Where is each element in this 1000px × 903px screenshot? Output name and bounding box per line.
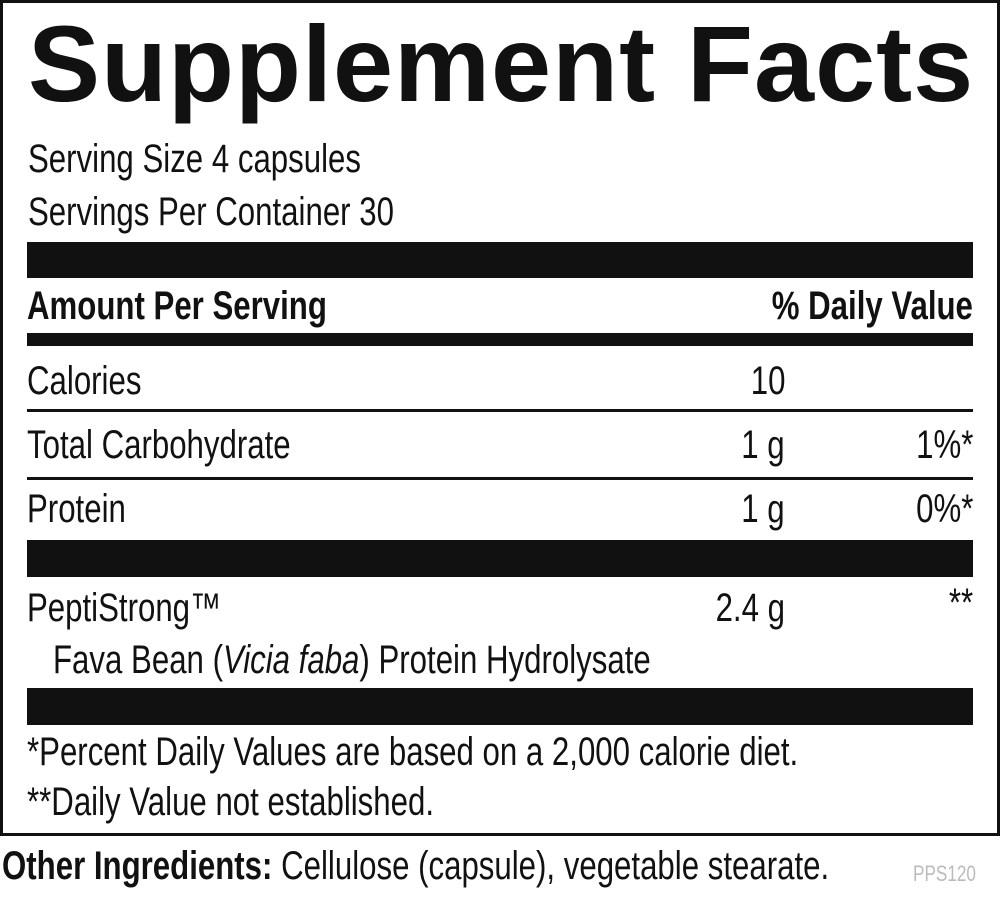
divider-medium	[27, 333, 973, 346]
ingredient-daily-value: **	[948, 581, 973, 625]
daily-value-header: % Daily Value	[771, 284, 973, 328]
ingredient-amount: 2.4 g	[715, 586, 785, 630]
amount-per-serving-header: Amount Per Serving	[27, 284, 327, 328]
other-ingredients-text: Cellulose (capsule), vegetable stearate.	[272, 844, 830, 888]
divider-thin	[27, 409, 973, 412]
divider-thick	[27, 688, 973, 725]
source-suffix: ) Protein Hydrolysate	[359, 638, 651, 682]
footnote: **Daily Value not established.	[27, 780, 435, 824]
other-ingredients: Other Ingredients: Cellulose (capsule), …	[2, 843, 829, 889]
row-name: Calories	[27, 359, 142, 403]
divider-thin	[27, 477, 973, 480]
servings-per-container: Servings Per Container 30	[28, 190, 394, 234]
other-ingredients-label: Other Ingredients:	[2, 844, 273, 888]
footnote: *Percent Daily Values are based on a 2,0…	[27, 730, 799, 774]
row-daily-value: 0%*	[915, 487, 973, 531]
ingredient-source: Fava Bean (Vicia faba) Protein Hydrolysa…	[53, 637, 651, 683]
divider-thick	[27, 540, 973, 577]
panel-title: Supplement Facts	[28, 3, 975, 124]
serving-size: Serving Size 4 capsules	[28, 137, 361, 181]
row-daily-value: 1%*	[915, 423, 973, 467]
row-name: Protein	[27, 487, 126, 531]
product-code: PPS120	[913, 861, 976, 886]
row-amount: 1 g	[741, 487, 785, 531]
source-latin-name: Vicia faba	[222, 638, 360, 682]
row-amount: 10	[750, 359, 785, 403]
ingredient-name: PeptiStrong™	[27, 586, 222, 630]
divider-thick	[27, 242, 973, 278]
row-name: Total Carbohydrate	[27, 423, 291, 467]
supplement-facts-panel	[0, 0, 1000, 836]
row-amount: 1 g	[741, 423, 785, 467]
source-prefix: Fava Bean (	[53, 638, 223, 682]
